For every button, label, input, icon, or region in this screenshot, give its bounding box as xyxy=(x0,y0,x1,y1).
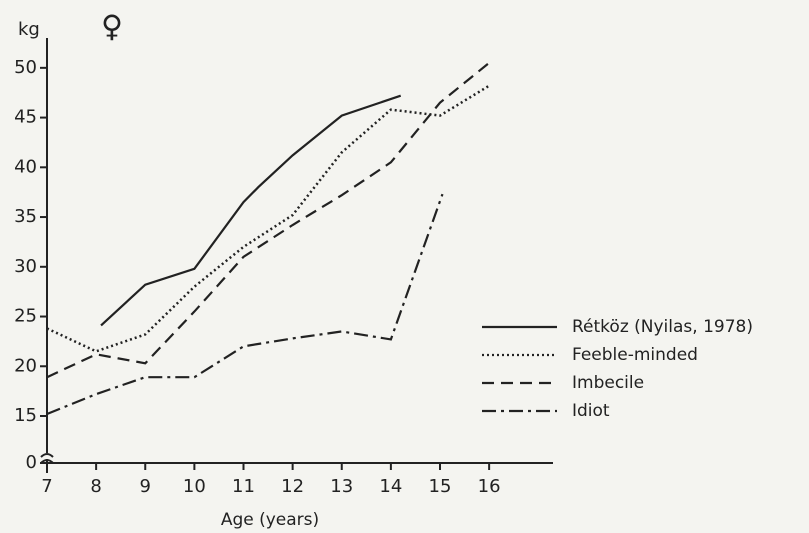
y-tick-label: 40 xyxy=(14,156,37,177)
y-tick-label: 15 xyxy=(14,405,37,426)
x-tick-label: 9 xyxy=(140,476,151,497)
chart-title: ♀ xyxy=(101,10,123,45)
y-tick-label: 30 xyxy=(14,256,37,277)
series-line xyxy=(46,84,490,353)
y-tick-label: 20 xyxy=(14,355,37,376)
x-tick-label: 8 xyxy=(90,476,101,497)
x-tick-label: 10 xyxy=(183,476,206,497)
x-tick-label: 16 xyxy=(478,476,501,497)
x-axis-label: Age (years) xyxy=(221,510,319,530)
y-tick-label: 50 xyxy=(14,57,37,78)
x-tick-label: 11 xyxy=(232,476,255,497)
x-tick-label: 15 xyxy=(429,476,452,497)
series-line xyxy=(46,193,444,416)
legend-label: Feeble-minded xyxy=(572,345,698,365)
y-axis-label: kg xyxy=(18,19,40,40)
y-tick-label: 0 xyxy=(26,452,37,473)
x-tick-label: 14 xyxy=(379,476,402,497)
legend-label: Rétköz (Nyilas, 1978) xyxy=(572,317,753,337)
x-tick-label: 13 xyxy=(330,476,353,497)
y-tick-label: 45 xyxy=(14,107,37,128)
y-tick-label: 35 xyxy=(14,206,37,227)
legend-label: Imbecile xyxy=(572,373,644,393)
legend-label: Idiot xyxy=(572,401,610,421)
x-tick-label: 7 xyxy=(41,476,52,497)
series-line xyxy=(46,62,490,379)
y-tick-label: 25 xyxy=(14,306,37,327)
x-tick-label: 12 xyxy=(281,476,304,497)
series-line xyxy=(100,94,402,327)
